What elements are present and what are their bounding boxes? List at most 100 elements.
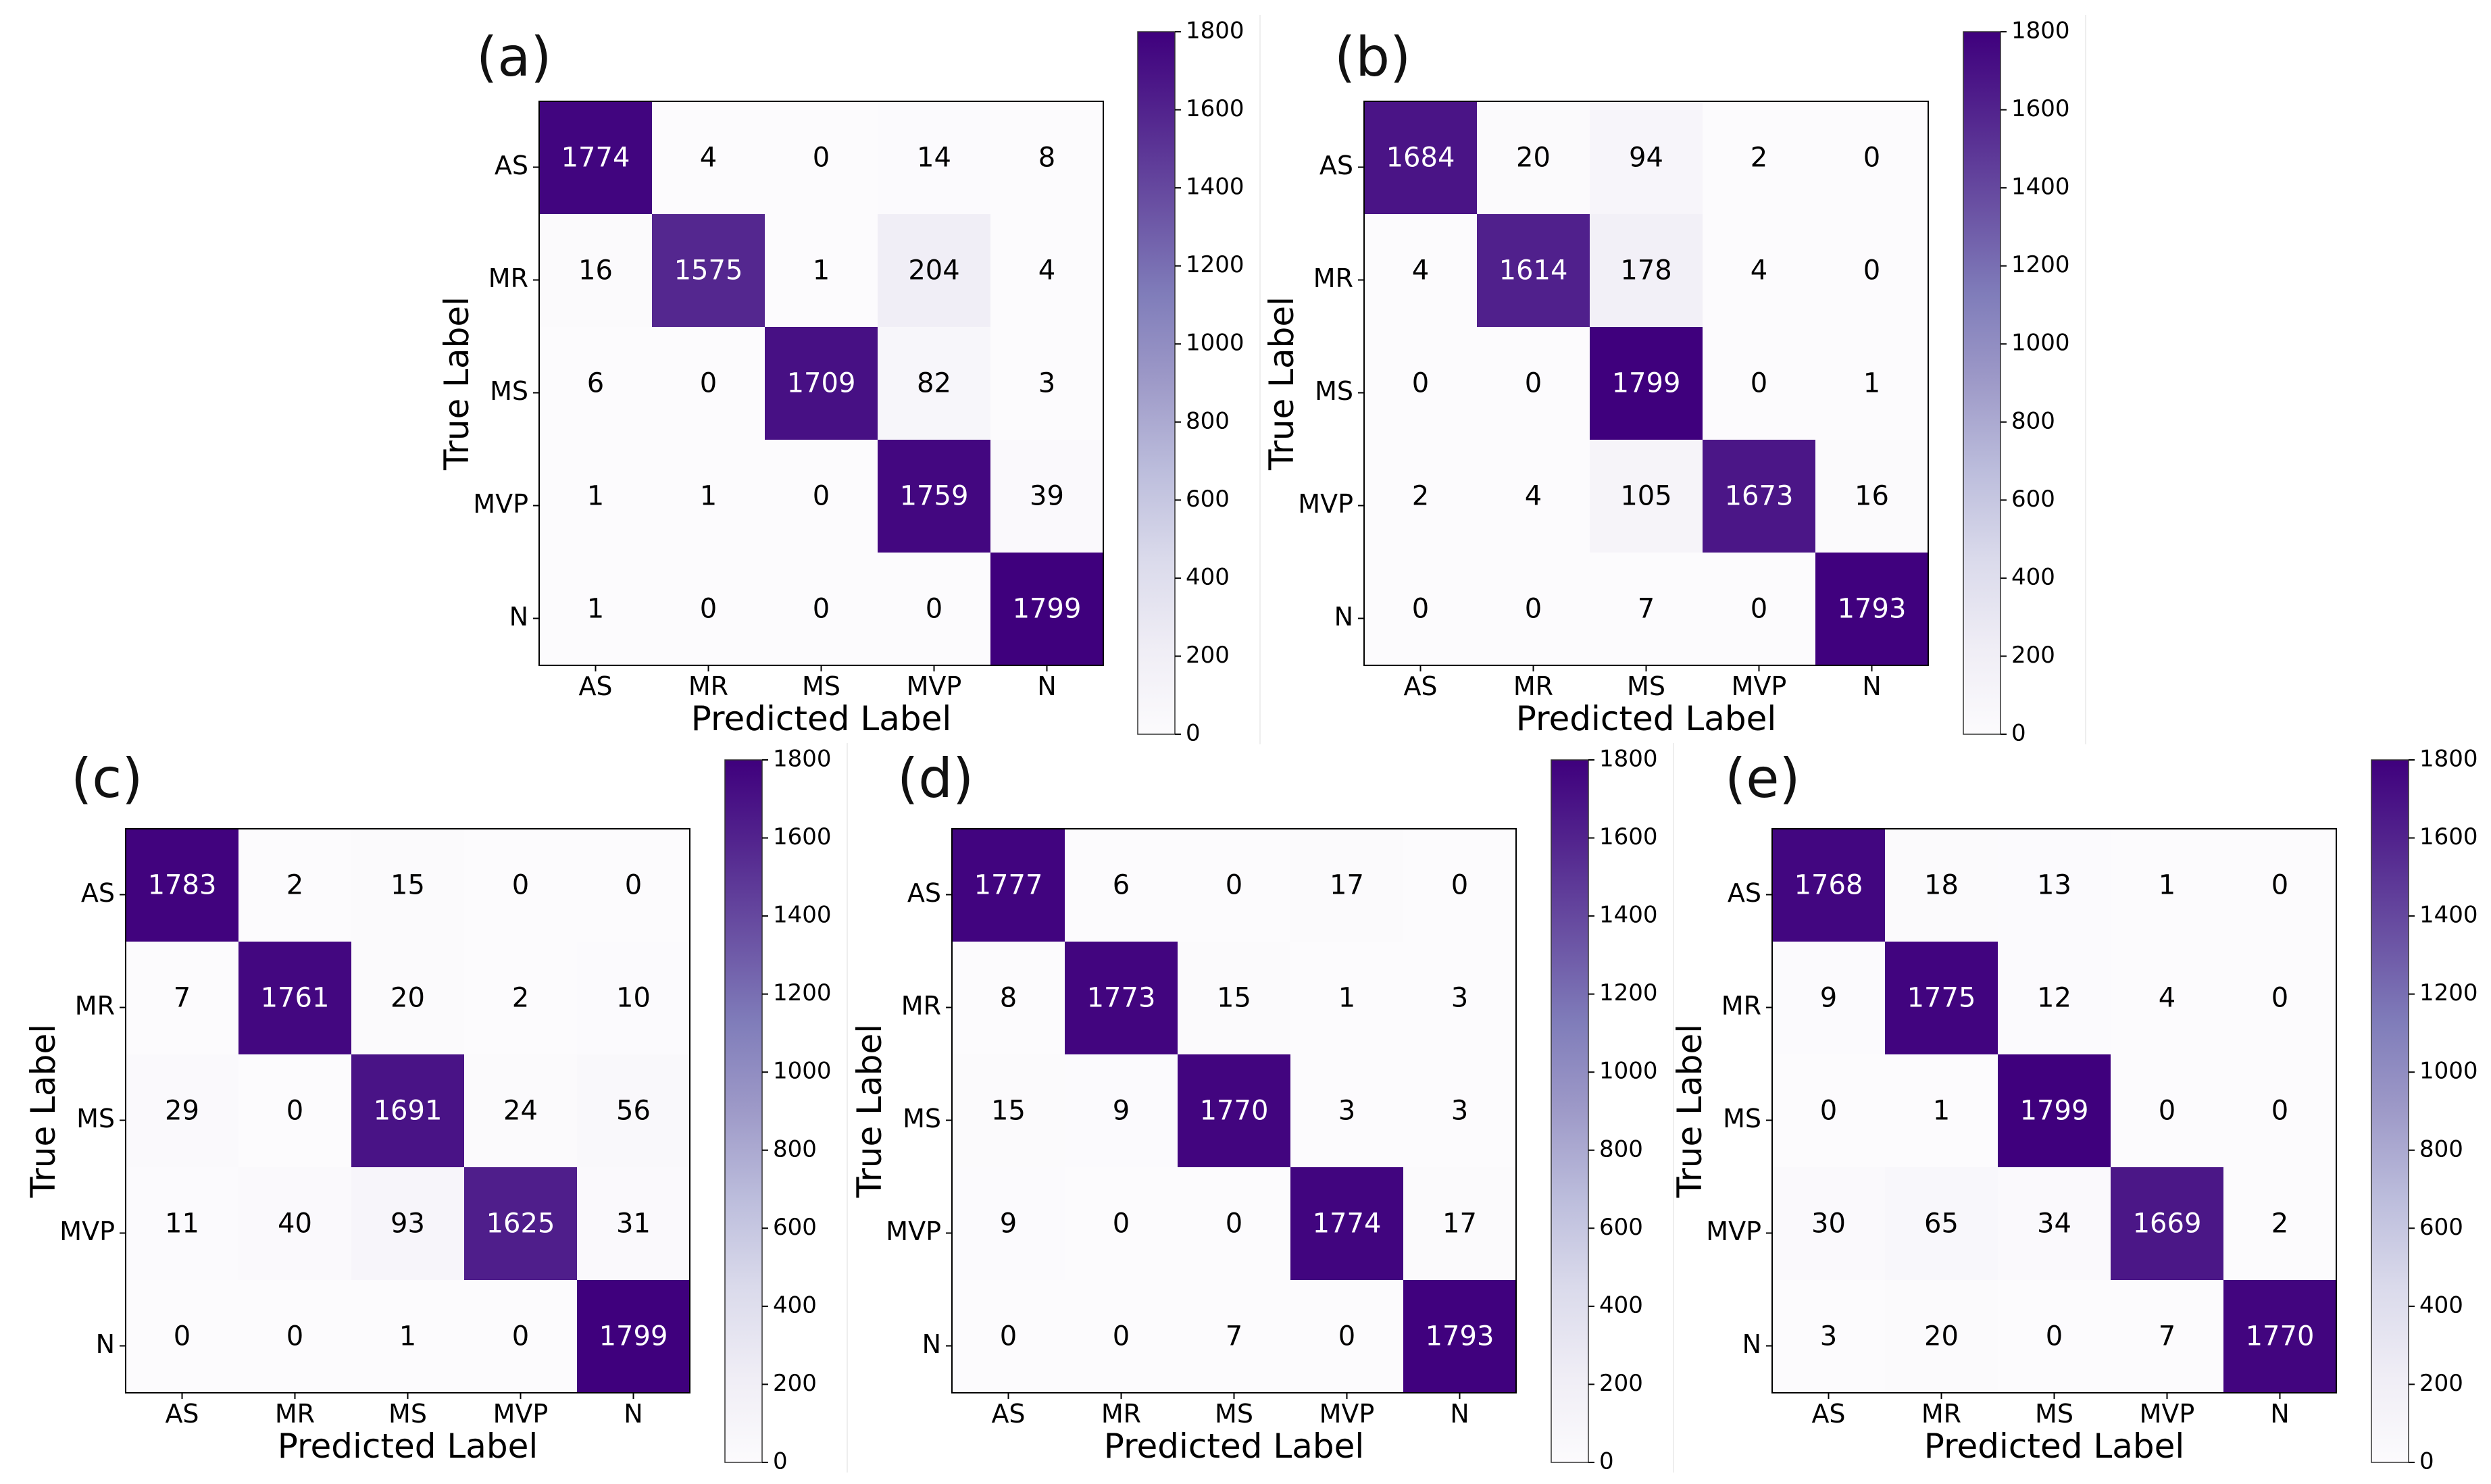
heatmap-cell xyxy=(126,942,239,1055)
cell-value-label: 0 xyxy=(2271,870,2288,901)
colorbar-tick-label: 800 xyxy=(2011,407,2055,434)
heatmap-cell xyxy=(2223,1167,2337,1281)
heatmap-cell xyxy=(1477,440,1590,553)
colorbar-tick-label: 600 xyxy=(1186,486,1230,513)
colorbar-tick-label: 1000 xyxy=(773,1058,832,1085)
colorbar-tick-label: 1600 xyxy=(1599,823,1658,850)
cell-value-label: 1783 xyxy=(148,870,217,901)
y-axis-label: True Label xyxy=(1262,297,1301,471)
heatmap-cells: 1684 20 94 2 04 1614 178 4 00 0 1799 0 12 4 105 1673 160… xyxy=(1364,101,1929,666)
heatmap-cell xyxy=(878,553,991,666)
cell-value-label: 0 xyxy=(813,594,830,625)
heatmap-cell xyxy=(1772,1054,1886,1168)
cell-value-label: 0 xyxy=(1525,368,1542,399)
heatmap-cell xyxy=(1403,1167,1517,1281)
y-axis-label: True Label xyxy=(1670,1024,1709,1198)
cell-value-label: 2 xyxy=(1412,481,1429,512)
heatmap-cell xyxy=(765,327,878,440)
heatmap-cell xyxy=(464,942,578,1055)
x-tick-label: MVP xyxy=(2140,1399,2195,1429)
cell-value-label: 0 xyxy=(1820,1096,1837,1127)
colorbar-tick-label: 200 xyxy=(2011,642,2055,669)
heatmap-cell xyxy=(990,214,1104,328)
cell-value-label: 4 xyxy=(1412,255,1429,286)
colorbar-tick-label: 1200 xyxy=(2011,251,2070,278)
cell-value-label: 204 xyxy=(908,255,959,286)
heatmap-cell xyxy=(126,1054,239,1168)
heatmap-cell xyxy=(1998,1280,2111,1393)
cell-value-label: 1775 xyxy=(1907,983,1976,1014)
cell-value-label: 2 xyxy=(2271,1208,2288,1239)
heatmap-cell xyxy=(2223,942,2337,1055)
heatmap-cells: 1777 6 0 17 0 8 1773 15 1 3 15 9 1770 3 3 9 0 0 1774 17 0 0 7 0… xyxy=(952,829,1517,1393)
colorbar-tick-label: 400 xyxy=(1599,1291,1643,1319)
cell-value-label: 3 xyxy=(1451,983,1468,1014)
y-tick-label: MR xyxy=(488,263,528,293)
cell-value-label: 1 xyxy=(1338,983,1355,1014)
y-tick-label: N xyxy=(922,1329,941,1359)
cell-value-label: 1768 xyxy=(1794,870,1863,901)
heatmap-cell xyxy=(765,214,878,328)
heatmap-cell xyxy=(652,101,765,215)
cell-value-label: 0 xyxy=(1113,1321,1130,1352)
cell-value-label: 0 xyxy=(174,1321,191,1352)
cell-value-label: 1777 xyxy=(974,870,1043,901)
heatmap-cell xyxy=(1815,214,1929,328)
cell-value-label: 0 xyxy=(700,368,717,399)
y-tick-label: AS xyxy=(907,878,941,908)
heatmap-cell xyxy=(1772,942,1886,1055)
cell-value-label: 4 xyxy=(1038,255,1055,286)
heatmap-cell xyxy=(1477,101,1590,215)
cell-value-label: 1 xyxy=(587,481,604,512)
cell-value-label: 0 xyxy=(813,481,830,512)
heatmap-cell xyxy=(1885,1167,1998,1281)
cell-value-label: 0 xyxy=(2271,983,2288,1014)
x-tick-label: MVP xyxy=(1732,671,1787,701)
cell-value-label: 7 xyxy=(174,983,191,1014)
cell-value-label: 14 xyxy=(917,143,951,174)
x-tick-label: AS xyxy=(1811,1399,1845,1429)
cell-value-label: 1 xyxy=(2159,870,2175,901)
heatmap-cell xyxy=(1065,942,1178,1055)
colorbar: 0 200 400 600 800 1000 1200 1400 1600 1800 xyxy=(724,743,848,1475)
cell-value-label: 3 xyxy=(1338,1096,1355,1127)
heatmap-cell xyxy=(1065,1167,1178,1281)
x-tick-label: MVP xyxy=(907,671,962,701)
cell-value-label: 1774 xyxy=(561,143,630,174)
heatmap-cell xyxy=(1403,1054,1517,1168)
x-tick-label: MVP xyxy=(1319,1399,1375,1429)
x-tick-label: N xyxy=(624,1399,643,1429)
cell-value-label: 1625 xyxy=(486,1208,555,1239)
panel-label: (e) xyxy=(1725,747,1801,810)
y-axis-label: True Label xyxy=(24,1024,63,1198)
heatmap-cell xyxy=(238,1167,352,1281)
y-tick-label: MS xyxy=(76,1104,115,1133)
heatmap-cell xyxy=(990,327,1104,440)
cell-value-label: 82 xyxy=(917,368,951,399)
heatmap-cell xyxy=(577,942,690,1055)
heatmap-cell xyxy=(464,1167,578,1281)
heatmap-cell xyxy=(1885,1054,1998,1168)
y-tick-label: AS xyxy=(1319,151,1353,180)
cell-value-label: 178 xyxy=(1620,255,1671,286)
cell-value-label: 2 xyxy=(286,870,303,901)
colorbar-tick-label: 0 xyxy=(2011,720,2026,747)
colorbar-tick-label: 1400 xyxy=(2419,902,2478,929)
cell-value-label: 0 xyxy=(2046,1321,2063,1352)
colorbar-gradient xyxy=(724,759,763,1463)
colorbar-tick-label: 1400 xyxy=(2011,174,2070,201)
colorbar-tick-label: 200 xyxy=(1186,642,1230,669)
heatmap-cell xyxy=(1815,101,1929,215)
colorbar-gradient xyxy=(2371,759,2409,1463)
cell-value-label: 0 xyxy=(700,594,717,625)
y-tick-label: N xyxy=(1742,1329,1761,1359)
colorbar-tick-label: 800 xyxy=(1186,407,1230,434)
colorbar-tick-label: 800 xyxy=(2419,1135,2463,1162)
panel-e: (e)1768 18 13 1 09 1775 12 4 00 1 1799 0 030 65 34 1669… xyxy=(1670,746,2478,1475)
colorbar-tick-label: 1600 xyxy=(1186,95,1244,122)
colorbar-tick-label: 1000 xyxy=(2419,1058,2478,1085)
heatmap-cell xyxy=(990,101,1104,215)
colorbar: 0 200 400 600 800 1000 1200 1400 1600 1800 xyxy=(1137,15,1261,747)
cell-value-label: 0 xyxy=(286,1321,303,1352)
heatmap-cell xyxy=(464,1280,578,1393)
